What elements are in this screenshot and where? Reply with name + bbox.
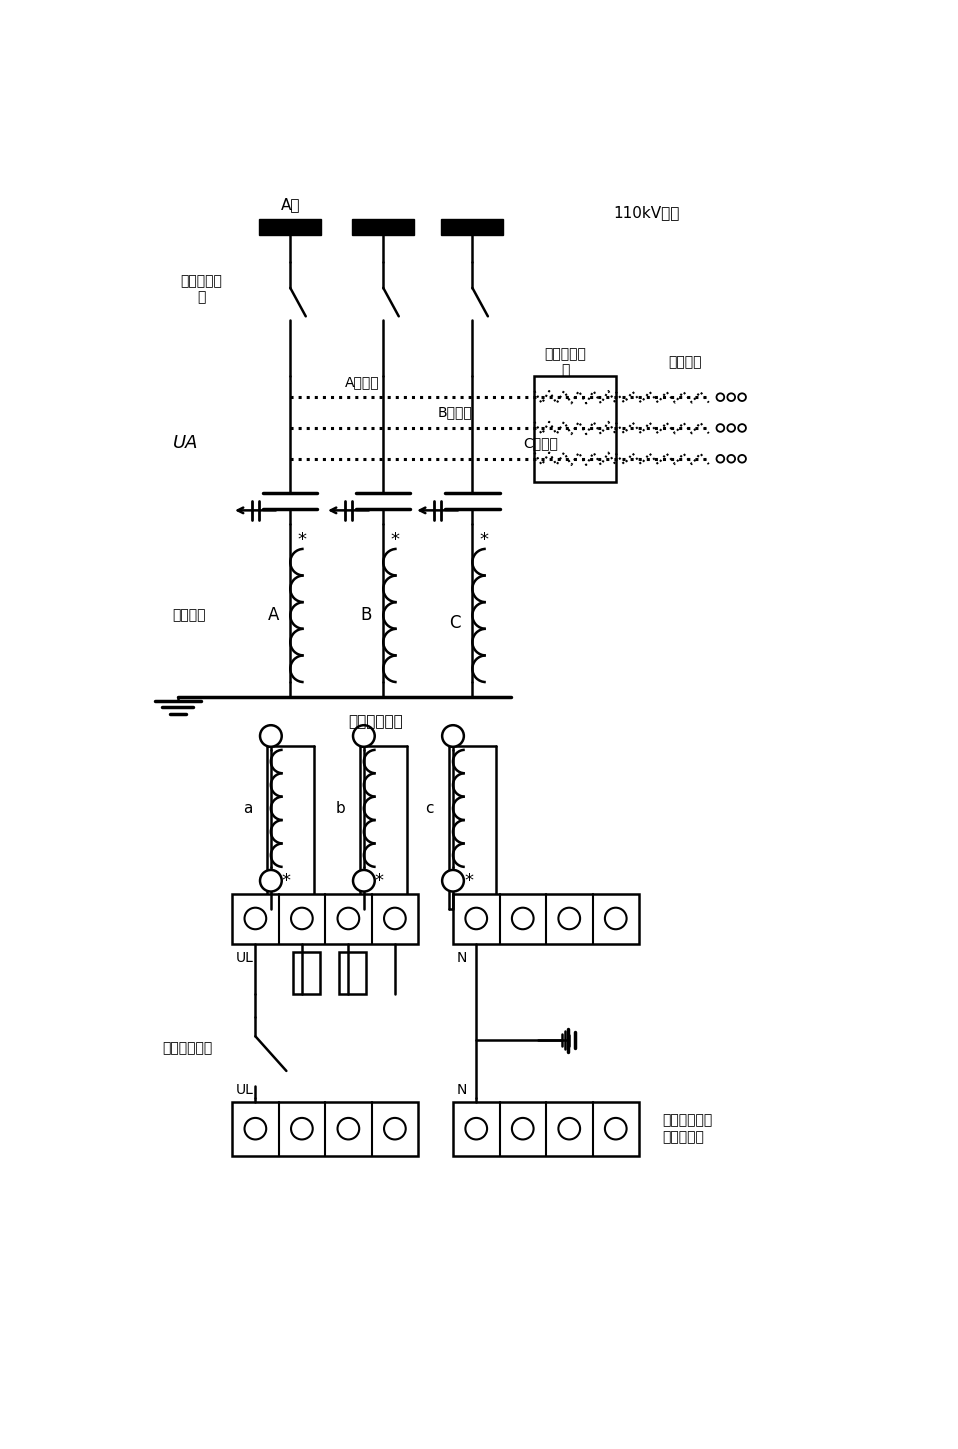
Bar — [232, 894, 418, 943]
Circle shape — [443, 724, 464, 746]
Text: a: a — [243, 801, 252, 816]
Circle shape — [384, 1117, 406, 1139]
Text: *: * — [464, 872, 473, 890]
Text: c: c — [425, 801, 434, 816]
Circle shape — [739, 455, 746, 462]
Bar — [339, 952, 366, 994]
Text: C相电源: C相电源 — [523, 436, 558, 451]
Bar — [260, 219, 321, 236]
Text: A相: A相 — [281, 197, 300, 212]
Circle shape — [466, 1117, 487, 1139]
Text: N: N — [457, 1084, 468, 1097]
Circle shape — [354, 869, 375, 891]
Circle shape — [727, 393, 735, 401]
Circle shape — [384, 907, 406, 929]
Circle shape — [244, 1117, 266, 1139]
Bar — [442, 219, 503, 236]
Circle shape — [337, 1117, 359, 1139]
Text: C: C — [449, 614, 461, 632]
Circle shape — [244, 907, 266, 929]
Circle shape — [717, 393, 724, 401]
Text: 控制室继电保
护屏柜端子: 控制室继电保 护屏柜端子 — [662, 1114, 713, 1143]
Text: 一次绕组: 一次绕组 — [172, 609, 206, 622]
Text: A相电源: A相电源 — [345, 375, 379, 388]
Text: b: b — [335, 801, 346, 816]
Text: 零序电压空开: 零序电压空开 — [162, 1040, 213, 1055]
Bar — [232, 1101, 418, 1156]
Bar — [292, 952, 320, 994]
Circle shape — [717, 425, 724, 432]
Circle shape — [559, 907, 581, 929]
Text: B相电源: B相电源 — [438, 406, 472, 420]
Circle shape — [260, 724, 282, 746]
Circle shape — [512, 1117, 534, 1139]
Circle shape — [727, 455, 735, 462]
Circle shape — [466, 907, 487, 929]
Bar — [535, 375, 616, 483]
Text: 母线隔离开
关: 母线隔离开 关 — [180, 274, 222, 304]
Text: B: B — [360, 606, 372, 625]
Text: *: * — [390, 530, 399, 549]
Text: UL: UL — [236, 951, 254, 965]
Circle shape — [739, 425, 746, 432]
Text: *: * — [375, 872, 384, 890]
Text: 零序二次绕组: 零序二次绕组 — [348, 714, 403, 730]
Text: A: A — [267, 606, 279, 625]
Circle shape — [512, 907, 534, 929]
Text: N: N — [457, 951, 468, 965]
Circle shape — [260, 869, 282, 891]
Bar — [353, 219, 414, 236]
Circle shape — [354, 724, 375, 746]
Text: 试验空气开
关: 试验空气开 关 — [544, 348, 586, 378]
Text: *: * — [480, 530, 489, 549]
Circle shape — [337, 907, 359, 929]
Circle shape — [604, 907, 627, 929]
Text: 110kV母线: 110kV母线 — [613, 204, 680, 220]
Circle shape — [717, 455, 724, 462]
Circle shape — [559, 1117, 581, 1139]
Circle shape — [604, 1117, 627, 1139]
Text: 试验电源: 试验电源 — [669, 355, 702, 369]
Circle shape — [291, 907, 312, 929]
Circle shape — [291, 1117, 312, 1139]
Text: UL: UL — [236, 1084, 254, 1097]
Text: *: * — [297, 530, 307, 549]
Bar — [453, 894, 639, 943]
Circle shape — [443, 869, 464, 891]
Text: *: * — [282, 872, 291, 890]
Circle shape — [739, 393, 746, 401]
Text: UA: UA — [172, 435, 198, 452]
Circle shape — [727, 425, 735, 432]
Bar — [453, 1101, 639, 1156]
